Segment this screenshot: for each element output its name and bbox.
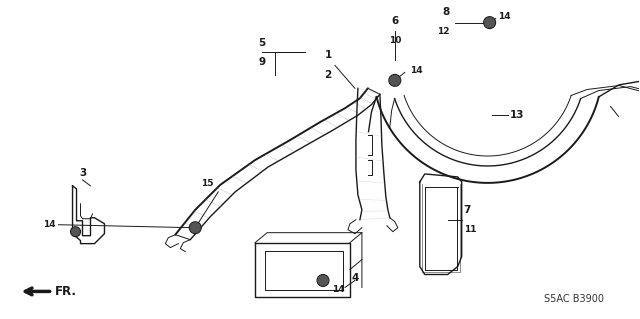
Text: 10: 10: [388, 35, 401, 45]
Text: 4: 4: [352, 272, 359, 283]
Text: 5: 5: [259, 39, 266, 48]
Text: 15: 15: [201, 179, 213, 188]
Text: 14: 14: [43, 220, 56, 229]
Text: 3: 3: [79, 168, 86, 178]
Circle shape: [190, 223, 200, 233]
Text: 14: 14: [410, 66, 422, 75]
Text: 14: 14: [498, 12, 510, 21]
Text: 12: 12: [437, 26, 450, 36]
Text: 14: 14: [332, 285, 344, 294]
Text: 7: 7: [464, 205, 471, 215]
Text: 9: 9: [259, 57, 266, 67]
Text: 13: 13: [509, 110, 524, 120]
Text: 8: 8: [442, 7, 450, 17]
Circle shape: [318, 276, 328, 286]
Circle shape: [484, 18, 495, 27]
Circle shape: [390, 75, 400, 85]
Text: 6: 6: [391, 16, 399, 26]
Text: 2: 2: [324, 70, 332, 80]
Circle shape: [72, 228, 79, 236]
Text: S5AC B3900: S5AC B3900: [545, 294, 604, 304]
Text: 1: 1: [324, 50, 332, 60]
Text: FR.: FR.: [54, 285, 77, 298]
Text: 11: 11: [464, 225, 476, 234]
